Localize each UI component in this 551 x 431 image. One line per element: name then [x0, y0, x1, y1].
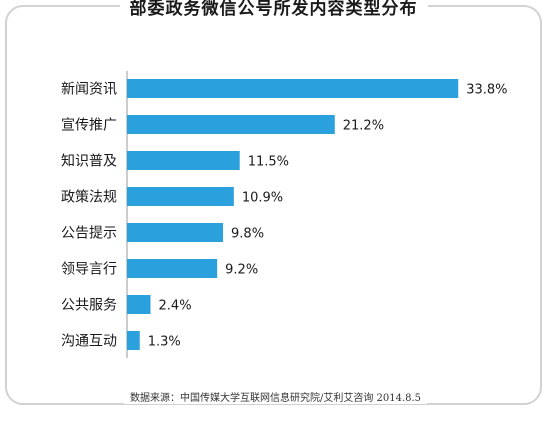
category-label: 领导言行	[61, 262, 117, 278]
category-label: 宣传推广	[61, 118, 117, 134]
value-label: 11.5%	[248, 155, 289, 170]
source-text: 数据来源：中国传媒大学互联网信息研究院/艾利艾咨询 2014.8.5	[123, 393, 428, 404]
value-label: 1.3%	[148, 335, 181, 350]
bar	[127, 187, 234, 206]
value-label: 33.8%	[466, 83, 507, 98]
chart-title-wrap: 部委政务微信公号所发内容类型分布	[7, 0, 540, 32]
bar	[127, 115, 335, 134]
value-label: 9.8%	[231, 227, 264, 242]
source-note: 数据来源：中国传媒大学互联网信息研究院/艾利艾咨询 2014.8.5	[0, 389, 551, 404]
bar	[127, 151, 240, 170]
category-label: 公告提示	[61, 226, 117, 242]
chart-frame: 部委政务微信公号所发内容类型分布	[5, 0, 542, 405]
category-label: 新闻资讯	[61, 82, 117, 98]
category-label: 沟通互动	[61, 334, 117, 350]
bar	[127, 295, 151, 314]
bar	[127, 223, 224, 242]
value-label: 10.9%	[242, 191, 283, 206]
bar	[127, 259, 218, 278]
chart-title: 部委政务微信公号所发内容类型分布	[119, 0, 428, 19]
bar	[127, 79, 459, 98]
value-label: 2.4%	[159, 299, 192, 314]
category-label: 公共服务	[61, 298, 117, 314]
category-label: 知识普及	[61, 153, 117, 170]
bar	[127, 331, 140, 350]
value-label: 9.2%	[225, 263, 258, 278]
value-label: 21.2%	[343, 119, 384, 134]
category-label: 政策法规	[61, 189, 117, 206]
